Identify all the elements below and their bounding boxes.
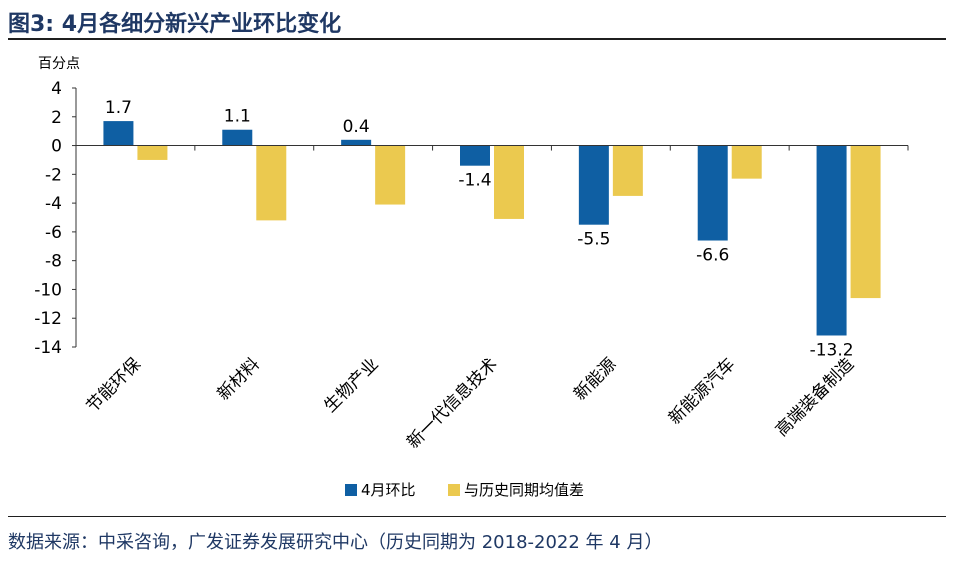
source-rule (8, 516, 946, 517)
bar-chart: 百分点 4 2 0 -2 -4 -6 -8 -10 -12 -14 1.7 1.1 0.4 -1.4 -5… (34, 56, 909, 499)
data-label: 1.7 (105, 98, 132, 118)
bar-series-1 (341, 139, 372, 146)
bar-series-2 (375, 145, 406, 205)
data-label: -6.6 (696, 246, 729, 266)
bar-series-2 (137, 145, 168, 160)
bar-series-1 (103, 121, 134, 146)
bars (103, 121, 881, 336)
source-note: 数据来源：中采咨询，广发证券发展研究中心（历史同期为 2018-2022 年 4… (8, 532, 663, 553)
data-label: -1.4 (458, 171, 491, 191)
bar-series-1 (578, 145, 609, 225)
y-tick-label: -12 (34, 309, 62, 329)
bar-series-2 (494, 145, 524, 219)
bar-series-1 (222, 129, 253, 146)
y-tick-label: 4 (51, 79, 62, 99)
bar-series-2 (731, 145, 762, 179)
x-axis (75, 145, 909, 151)
data-label: -5.5 (577, 230, 610, 250)
category-label: 新能源汽车 (665, 354, 739, 428)
data-label: 0.4 (343, 117, 370, 137)
legend-label-series-2: 与历史同期均值差 (464, 481, 584, 499)
category-labels: 节能环保 新材料 生物产业 新一代信息技术 新能源 新能源汽车 高端装备制造 (83, 354, 858, 452)
bar-series-1 (460, 145, 490, 166)
y-tick-label: 2 (51, 108, 62, 128)
data-labels: 1.7 1.1 0.4 -1.4 -5.5 -6.6 -13.2 (105, 98, 854, 360)
data-label: 1.1 (224, 107, 251, 127)
figure-title: 图3: 4月各细分新兴产业环比变化 (8, 12, 342, 37)
y-tick-label: -6 (45, 223, 62, 243)
category-label: 节能环保 (83, 354, 145, 416)
category-label: 高端装备制造 (772, 354, 858, 440)
y-tick-label: 0 (51, 137, 62, 157)
category-label: 生物产业 (320, 354, 382, 416)
legend-swatch-series-1 (345, 484, 357, 496)
y-tick-label: -4 (45, 194, 62, 214)
y-tick-label: -2 (45, 165, 62, 185)
legend-swatch-series-2 (448, 484, 460, 496)
bar-series-2 (850, 145, 881, 299)
y-tick-label: -14 (34, 338, 62, 358)
y-axis: 4 2 0 -2 -4 -6 -8 -10 -12 -14 (34, 79, 77, 358)
category-label: 新能源 (570, 354, 620, 404)
y-axis-unit-label: 百分点 (38, 56, 80, 72)
category-label: 新一代信息技术 (403, 354, 501, 452)
data-label: -13.2 (810, 340, 854, 360)
legend: 4月环比 与历史同期均值差 (345, 481, 584, 499)
legend-label-series-1: 4月环比 (361, 481, 416, 499)
bar-series-1 (816, 145, 847, 336)
y-tick-label: -8 (45, 252, 62, 272)
category-label: 新材料 (214, 354, 264, 404)
title-rule (8, 38, 946, 40)
y-tick-label: -10 (34, 280, 62, 300)
bar-series-1 (697, 145, 728, 241)
bar-series-2 (256, 145, 287, 221)
bar-series-2 (612, 145, 643, 196)
